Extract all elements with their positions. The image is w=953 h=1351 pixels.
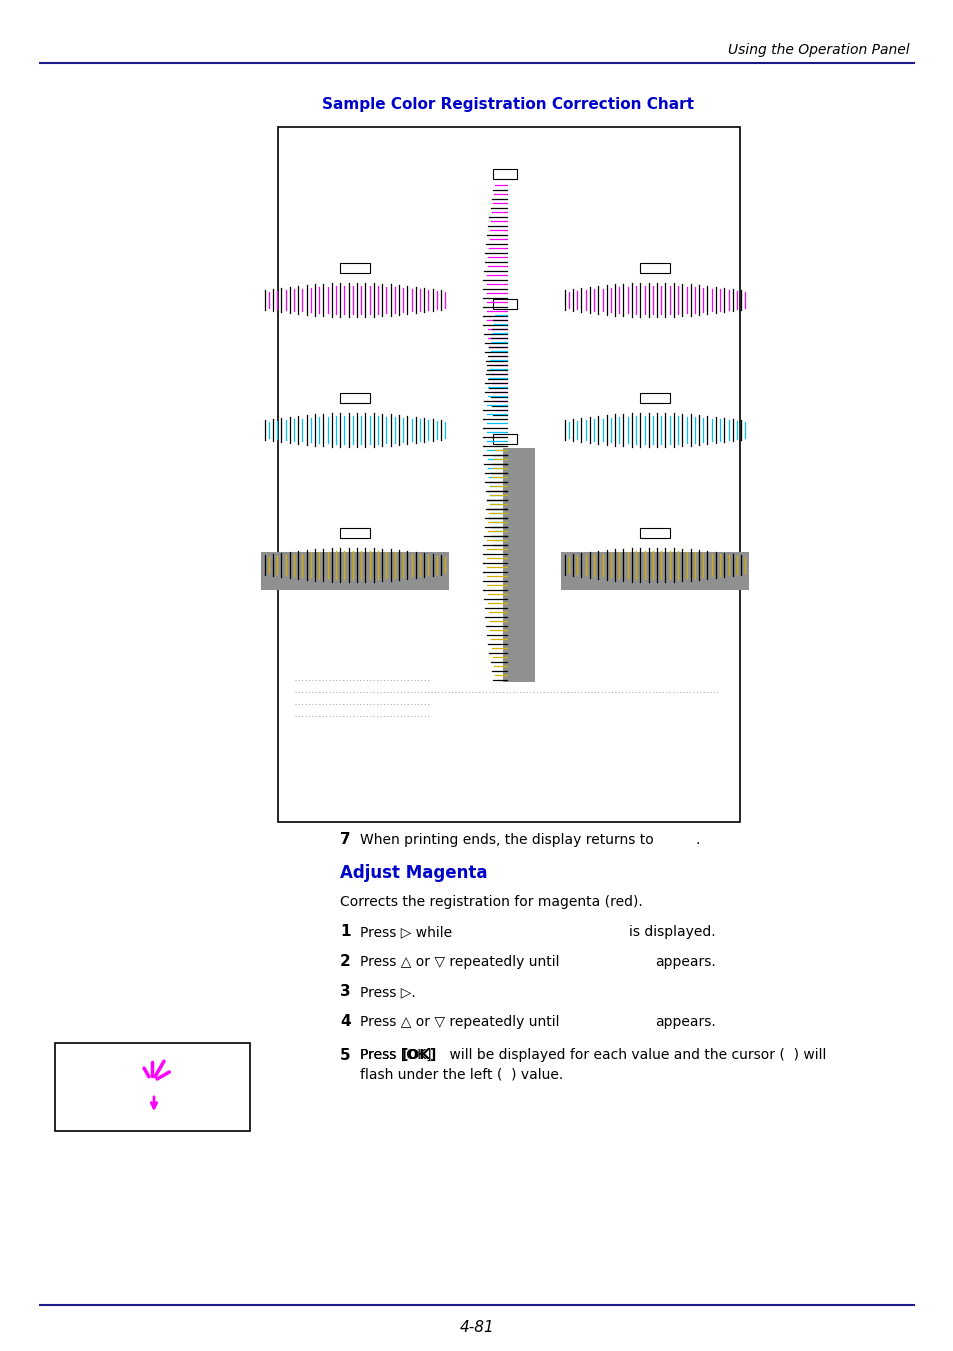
- Text: 2: 2: [339, 955, 351, 970]
- Bar: [55, 1043, 250, 1131]
- Text: Corrects the registration for magenta (red).: Corrects the registration for magenta (r…: [339, 894, 642, 909]
- Bar: [560, 551, 748, 590]
- Text: 1: 1: [339, 924, 350, 939]
- Text: When printing ends, the display returns to: When printing ends, the display returns …: [359, 834, 653, 847]
- Text: Press △ or ▽ repeatedly until: Press △ or ▽ repeatedly until: [359, 1015, 558, 1029]
- Text: 7: 7: [339, 832, 351, 847]
- Bar: [502, 449, 535, 682]
- Text: flash under the left (  ) value.: flash under the left ( ) value.: [359, 1069, 562, 1082]
- Text: .: .: [696, 834, 700, 847]
- Bar: [639, 393, 669, 403]
- Text: .   will be displayed for each value and the cursor (  ) will: . will be displayed for each value and t…: [432, 1048, 825, 1062]
- Text: Adjust Magenta: Adjust Magenta: [339, 865, 487, 882]
- Text: 4-81: 4-81: [459, 1320, 494, 1336]
- Text: Using the Operation Panel: Using the Operation Panel: [727, 43, 909, 57]
- Text: 3: 3: [339, 985, 351, 1000]
- Text: Press [OK].: Press [OK].: [359, 1048, 436, 1062]
- Bar: [339, 393, 370, 403]
- Text: Press ▷.: Press ▷.: [359, 985, 416, 998]
- Bar: [639, 262, 669, 273]
- Text: 5: 5: [339, 1047, 351, 1062]
- Bar: [493, 300, 517, 309]
- Text: 4: 4: [339, 1015, 351, 1029]
- Bar: [339, 262, 370, 273]
- Bar: [339, 527, 370, 538]
- Text: is displayed.: is displayed.: [629, 925, 716, 939]
- Bar: [277, 127, 740, 821]
- Bar: [639, 527, 669, 538]
- Text: Press △ or ▽ repeatedly until: Press △ or ▽ repeatedly until: [359, 955, 558, 969]
- Text: Press ▷ while: Press ▷ while: [359, 925, 452, 939]
- Bar: [260, 551, 449, 590]
- Bar: [493, 169, 517, 180]
- Text: appears.: appears.: [655, 955, 716, 969]
- Bar: [493, 434, 517, 444]
- Text: appears.: appears.: [655, 1015, 716, 1029]
- Text: Press: Press: [359, 1048, 400, 1062]
- Text: [OK]: [OK]: [401, 1048, 436, 1062]
- Text: Sample Color Registration Correction Chart: Sample Color Registration Correction Cha…: [322, 97, 693, 112]
